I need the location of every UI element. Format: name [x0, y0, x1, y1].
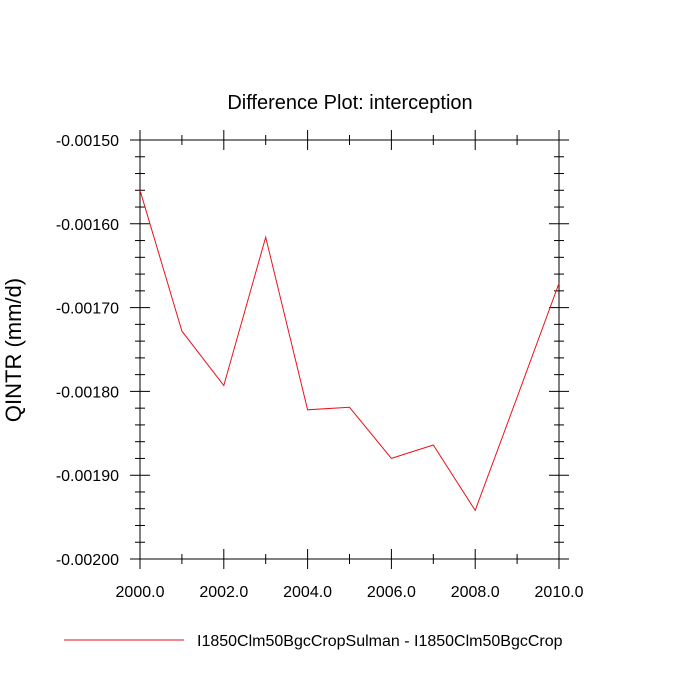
x-tick-label: 2010.0 — [535, 584, 584, 601]
y-tick-label: -0.00200 — [56, 552, 119, 569]
y-tick-label: -0.00170 — [56, 301, 119, 318]
chart-title: Difference Plot: interception — [227, 92, 472, 114]
x-tick-label: 2004.0 — [283, 584, 332, 601]
x-axis: 2000.0 2002.0 2004.0 2006.0 2008.0 2010.0 — [116, 130, 584, 601]
y-axis-label: QINTR (mm/d) — [1, 278, 26, 422]
series-group — [139, 190, 560, 512]
plot-frame — [139, 139, 560, 560]
y-tick-label: -0.00150 — [56, 133, 119, 150]
y-axis: -0.00150 -0.00160 -0.00170 -0.00180 -0.00190… — [56, 133, 569, 569]
y-tick-label: -0.00180 — [56, 384, 119, 401]
x-tick-label: 2000.0 — [116, 584, 165, 601]
y-tick-label: -0.00160 — [56, 217, 119, 234]
x-tick-label: 2006.0 — [367, 584, 416, 601]
y-tick-label: -0.00190 — [56, 468, 119, 485]
series-line — [139, 190, 560, 512]
legend: I1850Clm50BgcCropSulman - I1850Clm50BgcC… — [64, 633, 563, 650]
x-tick-label: 2002.0 — [199, 584, 248, 601]
x-tick-label: 2008.0 — [451, 584, 500, 601]
legend-label: I1850Clm50BgcCropSulman - I1850Clm50BgcC… — [197, 633, 563, 650]
